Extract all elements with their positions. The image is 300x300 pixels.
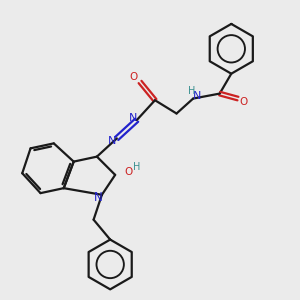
Text: N: N bbox=[108, 136, 117, 146]
Text: H: H bbox=[188, 86, 195, 96]
Text: O: O bbox=[124, 167, 133, 177]
Text: O: O bbox=[240, 97, 248, 107]
Text: O: O bbox=[129, 72, 137, 82]
Text: N: N bbox=[94, 190, 102, 204]
Text: H: H bbox=[133, 162, 140, 172]
Text: N: N bbox=[129, 113, 138, 124]
Text: N: N bbox=[193, 91, 202, 101]
